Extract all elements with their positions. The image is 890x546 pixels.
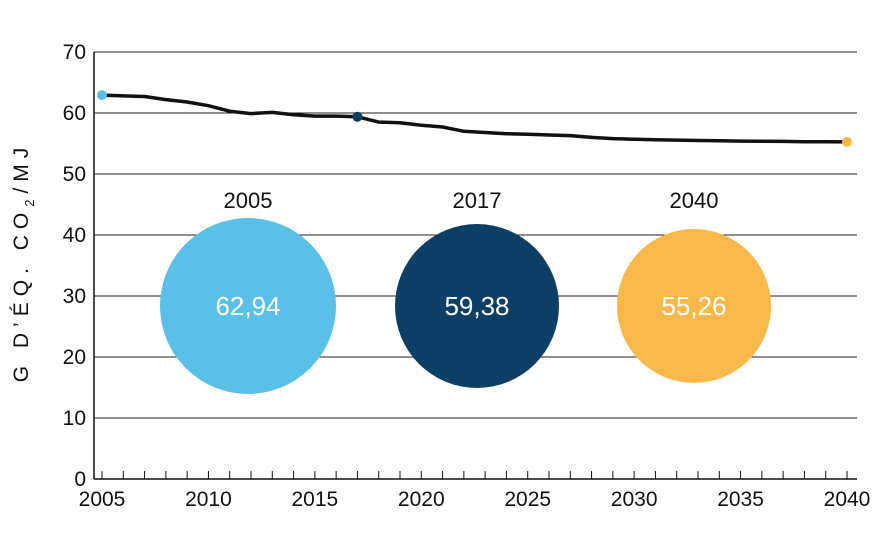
y-tick-label-40: 40 [63,224,86,247]
series-line-0 [100,93,849,144]
marker-2017 [352,111,363,122]
y-axis-label-main: G D’ÉQ. CO [10,207,33,383]
y-axis-label-unit: /MJ [10,142,33,194]
y-tick-label-0: 0 [74,468,86,491]
y-axis-label: G D’ÉQ. CO2/MJ [10,142,37,383]
marker-2040 [842,136,852,147]
series-markers [97,90,852,147]
annotation-bubbles: 2005 62,94 2017 59,38 2040 55,26 [160,188,771,394]
bubble-value-label-2017: 59,38 [444,291,509,321]
x-tick-label-2005: 2005 [79,488,126,511]
x-tick-label-2010: 2010 [185,488,232,511]
y-tick-label-20: 20 [63,346,86,369]
bubble-year-label-2005: 2005 [224,188,273,213]
bubble-2040 [617,229,771,383]
y-axis-label-subscript: 2 [22,194,37,207]
axes [93,52,857,480]
x-tick-label-2040: 2040 [824,488,871,511]
y-tick-label-10: 10 [63,407,86,430]
x-tick-label-2025: 2025 [504,488,551,511]
y-tick-label-50: 50 [63,163,86,186]
bubble-2005 [160,218,336,394]
y-axis-ticks: 0 10 20 30 40 50 60 70 [63,41,86,491]
series-line [100,93,849,144]
x-axis-ticks: 2005 2010 2015 2020 2025 2030 2035 2040 [79,471,871,511]
x-tick-label-2015: 2015 [291,488,338,511]
y-tick-label-30: 30 [63,285,86,308]
marker-2005 [97,90,107,101]
x-tick-label-2035: 2035 [717,488,764,511]
bubble-2017 [395,224,559,388]
bubble-value-label-2005: 62,94 [215,291,280,321]
x-tick-label-2030: 2030 [611,488,658,511]
x-tick-label-2020: 2020 [398,488,445,511]
bubble-year-label-2017: 2017 [453,188,502,213]
bubble-year-label-2040: 2040 [670,188,719,213]
y-tick-label-60: 60 [63,102,86,125]
bubble-value-label-2040: 55,26 [661,291,726,321]
y-tick-label-70: 70 [63,41,86,64]
